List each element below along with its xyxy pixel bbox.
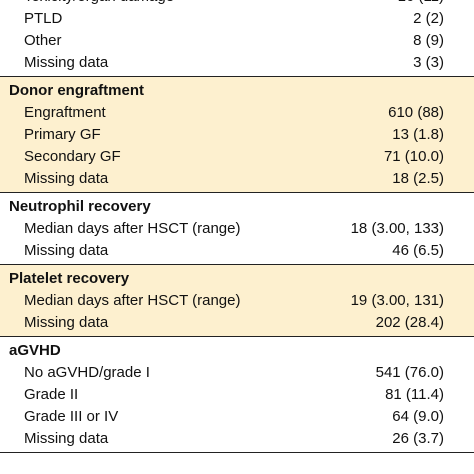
row-label: Engraftment <box>24 104 106 121</box>
table-body: Toxicity/organ damage 16 (11) PTLD 2 (2) Oth… <box>0 0 474 453</box>
row-value: 18 (2.5) <box>392 170 444 187</box>
row-value: 541 (76.0) <box>375 364 444 381</box>
row-label: Missing data <box>24 430 109 447</box>
row-label: PTLD <box>24 10 63 27</box>
row-value: 16 (11) <box>320 0 444 8</box>
table-row: Secondary GF 71 (10.0) <box>0 146 474 168</box>
section-heading: Donor engraftment <box>9 82 144 99</box>
row-label: Secondary GF <box>24 148 121 165</box>
row-value: 81 (11.4) <box>385 386 444 403</box>
row-value: 202 (28.4) <box>375 314 444 331</box>
table-section: Neutrophil recovery Median days after HSC… <box>0 193 474 265</box>
table-section: Toxicity/organ damage 16 (11) PTLD 2 (2) Oth… <box>0 0 474 77</box>
row-label: Primary GF <box>24 126 101 143</box>
row-value: 26 (3.7) <box>392 430 444 447</box>
table-row: Missing data 18 (2.5) <box>0 168 474 190</box>
table-row: Toxicity/organ damage 16 (11) <box>0 0 474 8</box>
row-value: 19 (3.00, 131) <box>350 292 444 309</box>
row-label: Median days after HSCT (range) <box>24 292 241 309</box>
section-heading: aGVHD <box>9 342 61 359</box>
section-heading-row: Donor engraftment <box>0 80 474 102</box>
row-label: Toxicity/organ damage <box>24 0 174 8</box>
row-value: 46 (6.5) <box>392 242 444 259</box>
section-heading: Platelet recovery <box>9 270 130 287</box>
row-label: Missing data <box>24 314 109 331</box>
row-value: 18 (3.00, 133) <box>350 220 444 237</box>
table-row: Median days after HSCT (range) 18 (3.00, … <box>0 218 474 240</box>
table-row: Missing data 46 (6.5) <box>0 240 474 262</box>
section-heading-row: Neutrophil recovery <box>0 196 474 218</box>
table-section: Donor engraftment Engraftment 610 (88) Prim… <box>0 77 474 193</box>
table-row: Missing data 3 (3) <box>0 52 474 74</box>
table-row: Engraftment 610 (88) <box>0 102 474 124</box>
row-value: 64 (9.0) <box>392 408 444 425</box>
row-label: Missing data <box>24 54 109 71</box>
row-value: 8 (9) <box>413 32 444 49</box>
table-row: PTLD 2 (2) <box>0 8 474 30</box>
section-heading-row: Platelet recovery <box>0 268 474 290</box>
table-row: Missing data 202 (28.4) <box>0 312 474 334</box>
section-heading: Neutrophil recovery <box>9 198 151 215</box>
table-row: Other 8 (9) <box>0 30 474 52</box>
row-label: Missing data <box>24 170 109 187</box>
table-row: Primary GF 13 (1.8) <box>0 124 474 146</box>
row-label: Grade III or IV <box>24 408 119 425</box>
row-value: 2 (2) <box>413 10 444 27</box>
row-value: 3 (3) <box>413 54 444 71</box>
table-row: Missing data 26 (3.7) <box>0 428 474 450</box>
table-row: Median days after HSCT (range) 19 (3.00, … <box>0 290 474 312</box>
row-label: Median days after HSCT (range) <box>24 220 241 237</box>
row-label: Missing data <box>24 242 109 259</box>
row-value: 13 (1.8) <box>392 126 444 143</box>
section-heading-row: aGVHD <box>0 340 474 362</box>
row-label: Grade II <box>24 386 79 403</box>
row-label: Other <box>24 32 62 49</box>
row-value: 71 (10.0) <box>383 148 444 165</box>
row-label: No aGVHD/grade I <box>24 364 150 381</box>
table-section: aGVHD No aGVHD/grade I 541 (76.0) Grade II 8… <box>0 337 474 453</box>
table-row: Grade II 81 (11.4) <box>0 384 474 406</box>
table-row: Grade III or IV 64 (9.0) <box>0 406 474 428</box>
row-value: 610 (88) <box>388 104 444 121</box>
table-section: Platelet recovery Median days after HSCT … <box>0 265 474 337</box>
table-row: No aGVHD/grade I 541 (76.0) <box>0 362 474 384</box>
